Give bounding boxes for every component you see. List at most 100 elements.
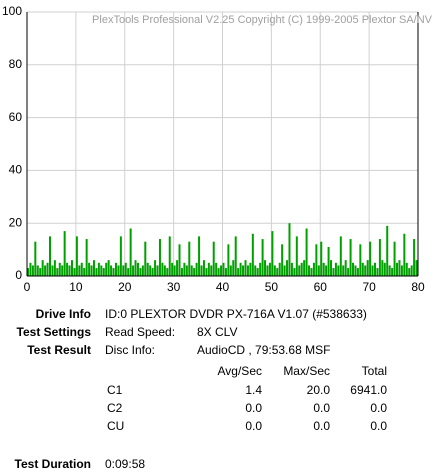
x-tick-label: 50 — [265, 280, 279, 294]
bar — [188, 241, 191, 276]
bar — [303, 260, 306, 276]
bar — [114, 262, 117, 276]
bar — [156, 265, 159, 276]
bar — [288, 223, 291, 276]
bar — [410, 265, 413, 276]
bar — [391, 268, 394, 276]
bar — [97, 262, 100, 276]
bar — [183, 262, 186, 276]
bar — [366, 260, 369, 276]
y-tick-label: 80 — [9, 57, 23, 71]
bar — [220, 265, 223, 276]
bar — [249, 262, 252, 276]
bar — [166, 268, 169, 276]
bar — [146, 262, 149, 276]
bar — [149, 265, 152, 276]
bar — [295, 236, 298, 276]
bar — [261, 239, 264, 276]
bar — [320, 241, 323, 276]
bar — [254, 265, 257, 276]
cell: 0.0 — [370, 401, 387, 415]
bar — [73, 268, 76, 276]
bar — [119, 236, 122, 276]
bar — [317, 265, 320, 276]
bar — [110, 265, 113, 276]
bar — [232, 260, 235, 276]
bar — [308, 265, 311, 276]
cell: 0.0 — [245, 401, 262, 415]
value: 8X CLV — [197, 325, 237, 339]
bar — [83, 268, 86, 276]
bar — [334, 262, 337, 276]
bar — [68, 265, 71, 276]
bar — [92, 260, 95, 276]
row-name: C1 — [107, 383, 123, 397]
bar — [100, 265, 103, 276]
bar — [276, 268, 279, 276]
bar — [202, 260, 205, 276]
bar — [44, 265, 47, 276]
bar — [198, 236, 201, 276]
bar — [70, 260, 73, 276]
bar — [381, 260, 384, 276]
bar — [339, 236, 342, 276]
value: AudioCD , 79:53.68 MSF — [197, 343, 330, 357]
bar — [222, 262, 225, 276]
bar — [90, 265, 93, 276]
plot: 0 20 40 60 80 100 0 10 20 30 40 50 60 70 80 — [2, 4, 425, 294]
bar — [56, 268, 59, 276]
bar — [122, 265, 125, 276]
column-header: Avg/Sec — [218, 364, 262, 378]
bar — [171, 262, 174, 276]
bar — [29, 262, 32, 276]
bar — [224, 268, 227, 276]
bar — [286, 260, 289, 276]
bar — [39, 268, 42, 276]
bar — [46, 262, 49, 276]
bar — [371, 265, 374, 276]
row-name: C2 — [107, 401, 123, 415]
bar — [205, 268, 208, 276]
bar — [66, 262, 69, 276]
bar — [356, 268, 359, 276]
x-tick-label: 30 — [167, 280, 181, 294]
x-tick-label: 10 — [69, 280, 83, 294]
column-header: Max/Sec — [283, 364, 330, 378]
bar — [332, 268, 335, 276]
y-tick-label: 20 — [9, 215, 23, 229]
bar — [361, 262, 364, 276]
bar — [176, 260, 179, 276]
bar — [383, 262, 386, 276]
key: Disc Info: — [105, 343, 155, 357]
bar — [141, 265, 144, 276]
bar — [403, 233, 406, 276]
bar — [327, 246, 330, 276]
bar — [369, 241, 372, 276]
bar — [207, 262, 210, 276]
label: Test Duration — [15, 457, 91, 471]
bar — [242, 265, 245, 276]
cell: 6941.0 — [350, 383, 387, 397]
bar — [158, 239, 161, 276]
bar — [102, 268, 105, 276]
bar — [161, 262, 164, 276]
bar — [388, 265, 391, 276]
bar — [246, 265, 249, 276]
bar — [354, 265, 357, 276]
bar — [378, 239, 381, 276]
bar — [193, 268, 196, 276]
bar — [278, 262, 281, 276]
bar — [239, 262, 242, 276]
bar — [51, 265, 54, 276]
key: Read Speed: — [105, 325, 175, 339]
label: Drive Info — [36, 307, 91, 321]
bar — [396, 262, 399, 276]
bar — [237, 268, 240, 276]
cell: 0.0 — [370, 419, 387, 433]
bar — [112, 268, 115, 276]
bar — [271, 231, 274, 276]
bar — [61, 265, 64, 276]
x-tick-label: 0 — [24, 280, 31, 294]
